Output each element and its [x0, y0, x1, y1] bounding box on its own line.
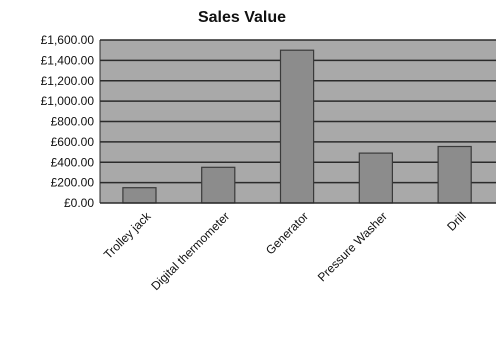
- y-tick-label: £200.00: [51, 176, 95, 190]
- bar: [122, 187, 157, 204]
- x-tick-label: Trolley jack: [101, 209, 154, 262]
- x-tick-label: Drill: [444, 209, 469, 234]
- bars: [122, 49, 472, 204]
- y-tick-label: £1,000.00: [41, 94, 95, 108]
- chart-title: Sales Value: [198, 9, 286, 26]
- x-tick-label: Pressure Washer: [315, 209, 390, 284]
- y-axis-tick-labels: £0.00 £200.00 £400.00 £600.00 £800.00 £1,000.…: [41, 33, 95, 210]
- x-tick-label: Generator: [263, 209, 311, 257]
- bar: [358, 152, 393, 204]
- bar: [437, 145, 472, 204]
- y-tick-label: £0.00: [64, 196, 94, 210]
- bar: [201, 166, 236, 204]
- y-tick-label: £1,200.00: [41, 74, 95, 88]
- bar: [279, 49, 315, 204]
- x-tick-label: Digital thermometer: [148, 209, 232, 293]
- y-tick-label: £400.00: [51, 155, 95, 169]
- y-tick-label: £1,400.00: [41, 53, 95, 67]
- y-tick-label: £1,600.00: [41, 33, 95, 47]
- y-tick-label: £600.00: [51, 135, 95, 149]
- y-tick-label: £800.00: [51, 115, 95, 129]
